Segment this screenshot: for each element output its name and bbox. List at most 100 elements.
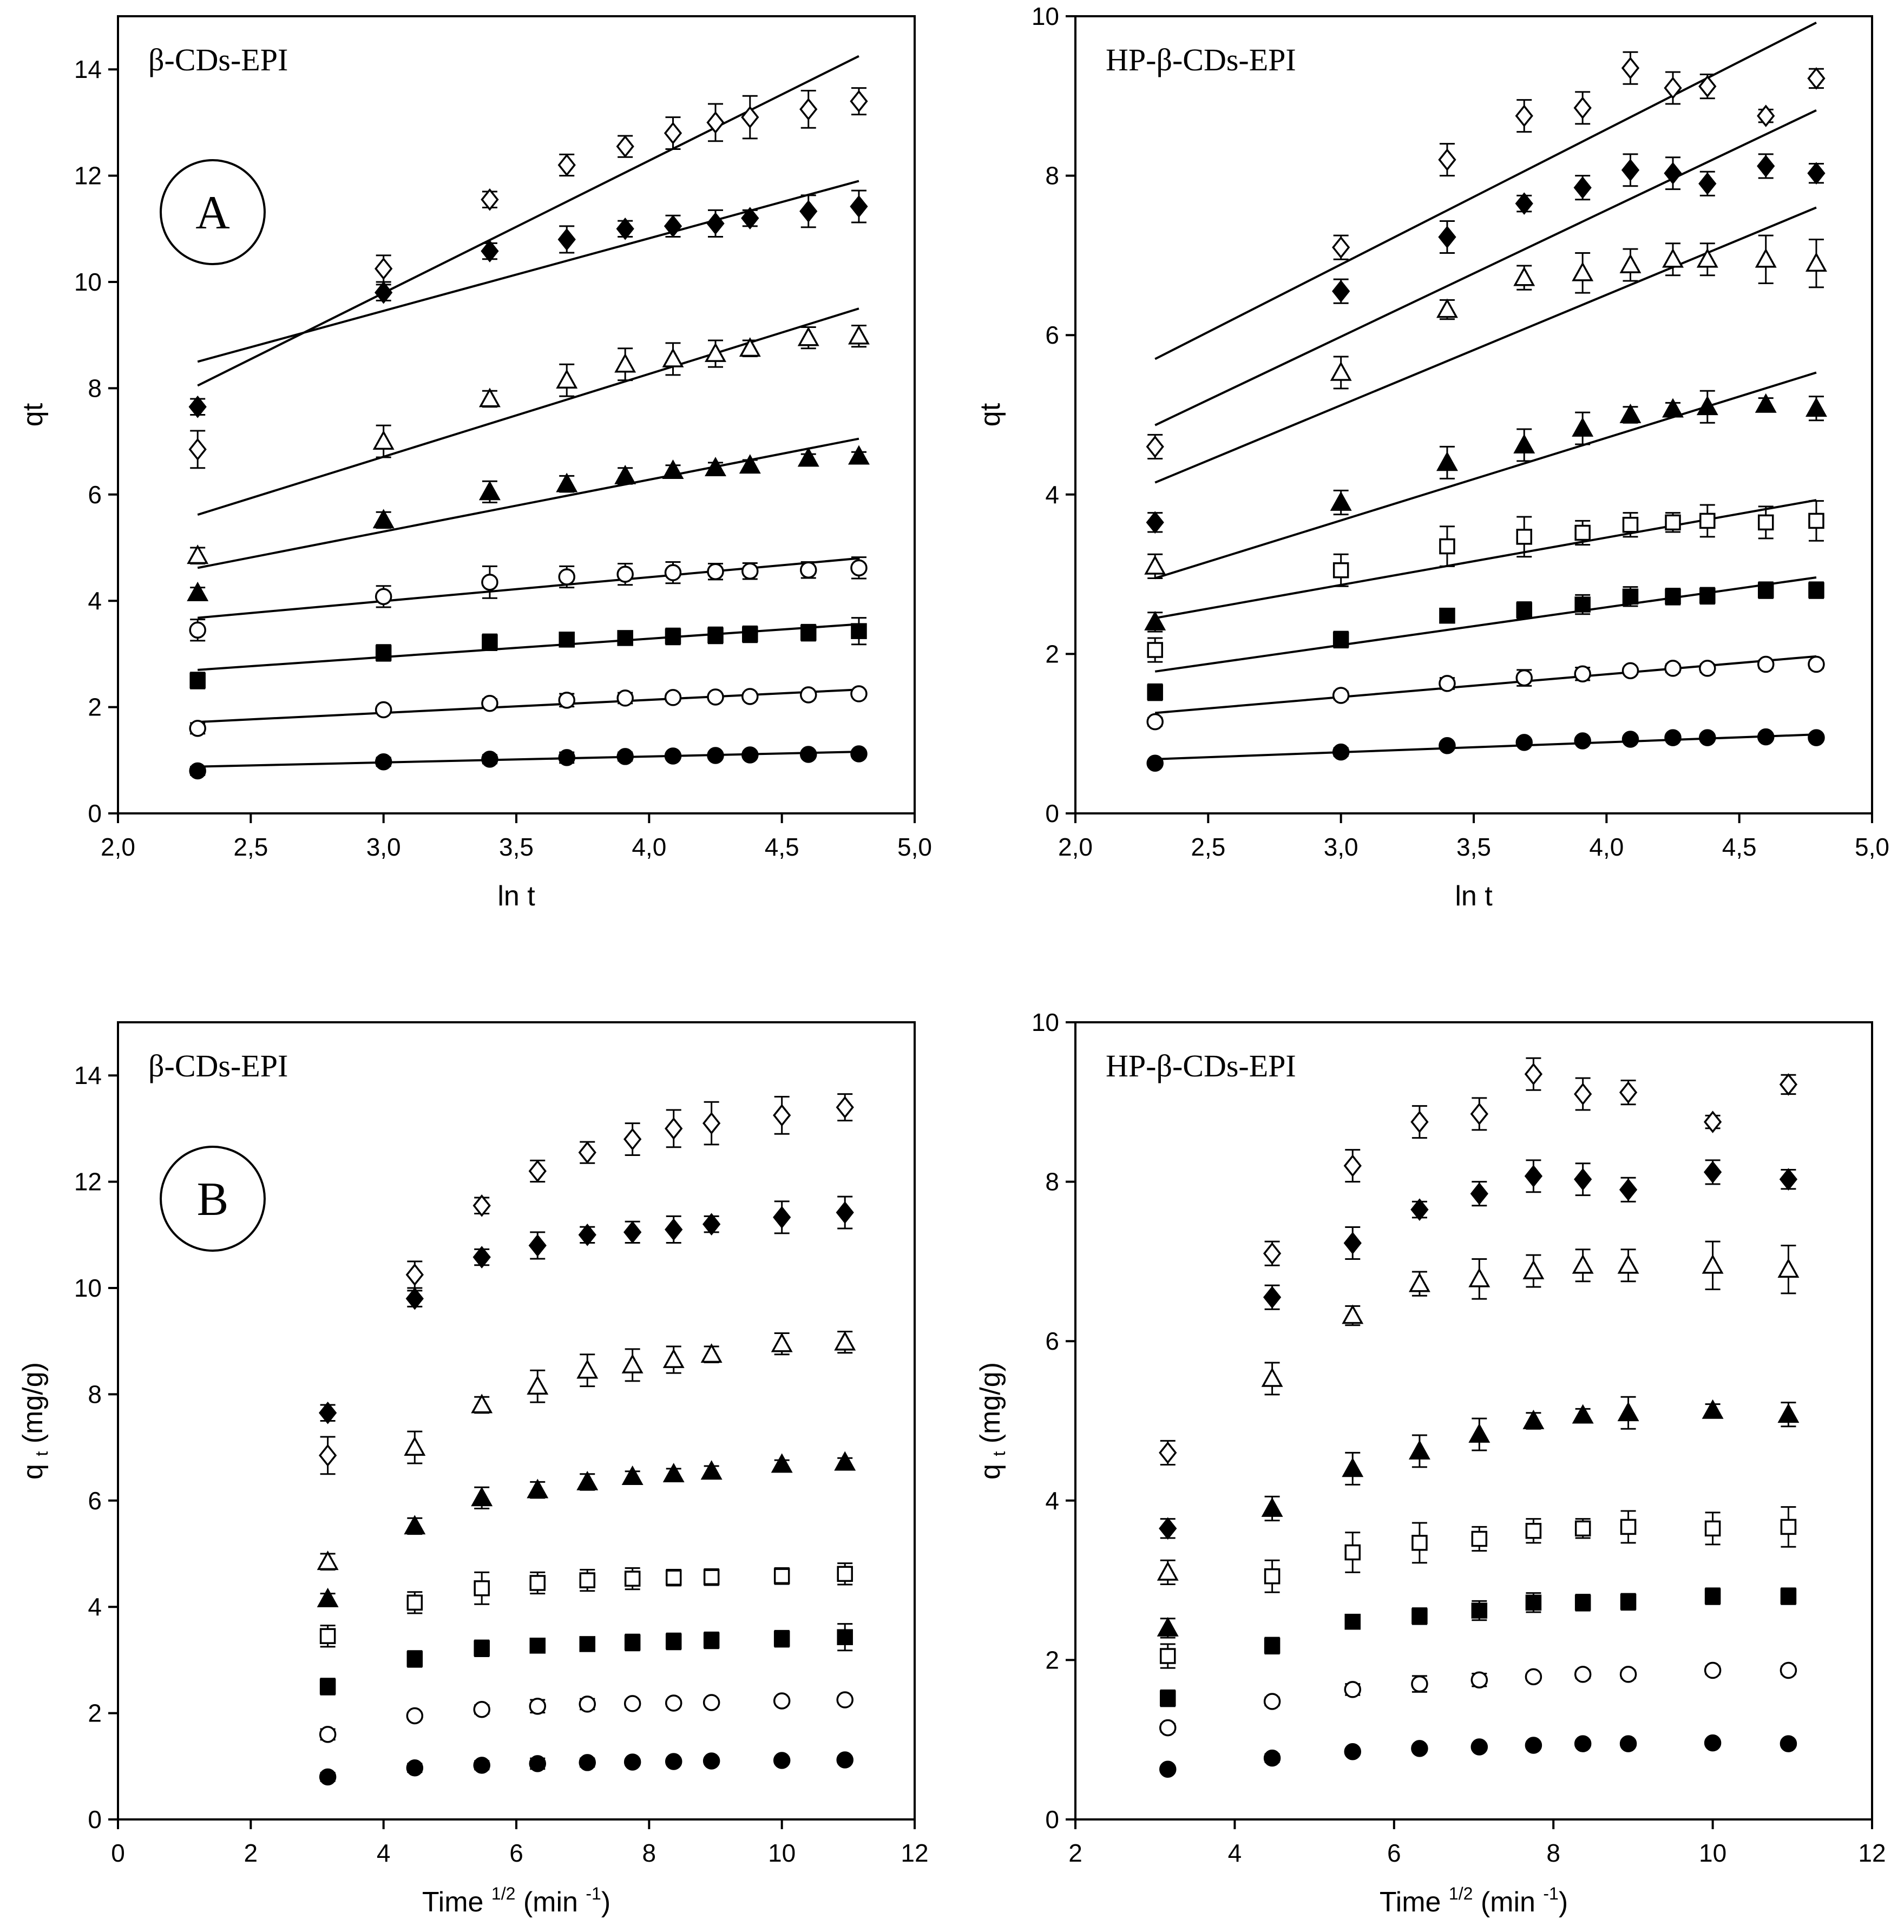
data-point <box>471 1487 493 1507</box>
data-point <box>1703 1161 1722 1184</box>
data-point <box>1436 298 1458 318</box>
y-tick-label: 12 <box>74 162 102 190</box>
data-point <box>797 447 819 467</box>
data-point <box>1807 162 1826 185</box>
data-point <box>707 747 724 764</box>
x-tick-label: 4,5 <box>1722 833 1757 861</box>
x-tick-label: 2,5 <box>233 833 268 861</box>
data-point <box>1699 512 1716 529</box>
y-tick-label: 2 <box>1045 1646 1059 1674</box>
data-point <box>1263 1242 1282 1265</box>
data-point <box>1159 1760 1177 1778</box>
x-tick-label: 2,0 <box>1058 833 1093 861</box>
data-point <box>1261 1367 1283 1387</box>
data-point <box>1704 1588 1721 1605</box>
data-point <box>665 1694 682 1712</box>
data-point <box>1160 1648 1176 1664</box>
data-point <box>473 1757 490 1774</box>
data-point <box>1621 159 1640 182</box>
plot-frame <box>1074 1021 1873 1821</box>
data-point <box>478 387 501 408</box>
data-point <box>474 1580 490 1596</box>
data-point <box>1470 1738 1488 1756</box>
data-point <box>1780 1661 1797 1679</box>
data-point <box>558 749 575 766</box>
data-point <box>616 748 634 765</box>
data-point <box>773 1568 790 1584</box>
data-point <box>1698 172 1717 195</box>
data-point <box>1330 491 1352 511</box>
series-open-square <box>1160 1506 1797 1669</box>
data-point <box>664 689 682 706</box>
data-point <box>1620 1594 1637 1610</box>
data-point <box>614 353 636 373</box>
data-point <box>1438 148 1456 171</box>
data-point <box>741 746 759 764</box>
data-point <box>317 1550 339 1570</box>
x-axis-title: ln t <box>1455 880 1493 912</box>
fit-line <box>198 623 859 671</box>
data-point <box>741 688 759 705</box>
x-tick-label: 12 <box>1858 1839 1886 1867</box>
panel-title: HP-β-CDs-EPI <box>1106 42 1296 77</box>
data-point <box>665 1218 683 1241</box>
panel-label-circle <box>160 1146 266 1252</box>
data-point <box>799 561 817 579</box>
data-point <box>834 1451 856 1471</box>
data-point <box>1160 1690 1176 1706</box>
data-point <box>1698 75 1717 98</box>
data-point <box>1703 1110 1722 1133</box>
data-point <box>624 1634 641 1651</box>
data-point <box>665 1753 682 1770</box>
data-point <box>799 98 818 121</box>
data-point <box>614 464 636 484</box>
data-point <box>1807 67 1826 90</box>
data-point <box>702 1112 721 1135</box>
panel-title: HP-β-CDs-EPI <box>1106 1048 1296 1083</box>
y-tick-label: 6 <box>88 1487 102 1515</box>
data-point <box>834 1331 856 1351</box>
data-point <box>1617 1402 1639 1422</box>
y-tick-label: 0 <box>1045 799 1059 827</box>
data-point <box>1516 602 1532 619</box>
series-filled-diamond <box>318 1195 854 1424</box>
data-point <box>405 1287 424 1310</box>
data-point <box>578 1141 596 1164</box>
x-tick-label: 8 <box>642 1839 656 1867</box>
data-point <box>1779 1073 1798 1096</box>
data-point <box>1147 642 1163 658</box>
data-point <box>579 1636 596 1652</box>
data-point <box>665 1117 683 1140</box>
x-tick-label: 6 <box>509 1839 523 1867</box>
data-point <box>1704 1661 1722 1679</box>
y-tick-label: 2 <box>88 693 102 721</box>
data-point <box>1757 582 1774 599</box>
chart-panel-A-left: 2,0 2,5 3,0 3,5 4,0 4,5 5,0 0 2 4 6 8 10 12 14 ln t qt β-… <box>17 15 932 912</box>
series-filled-triangle <box>317 1451 856 1607</box>
data-point <box>1332 687 1350 704</box>
y-tick-label: 4 <box>1045 481 1059 509</box>
data-point <box>1411 1608 1428 1625</box>
data-point <box>664 747 682 765</box>
y-tick-label: 6 <box>88 481 102 509</box>
data-point <box>406 1759 424 1777</box>
data-point <box>1524 1165 1543 1188</box>
data-point <box>1439 737 1456 754</box>
data-point <box>1574 1594 1591 1611</box>
data-point <box>375 701 392 719</box>
data-point <box>1264 1568 1281 1585</box>
data-point <box>1147 684 1163 700</box>
data-point <box>559 632 575 648</box>
data-point <box>1757 655 1775 673</box>
data-point <box>836 1201 854 1224</box>
data-point <box>188 395 207 418</box>
data-point <box>1332 562 1349 579</box>
series-filled-square <box>1147 581 1824 701</box>
data-point <box>1525 1668 1542 1686</box>
data-point <box>1470 1182 1488 1205</box>
data-point <box>773 1631 790 1647</box>
data-point <box>1522 1259 1545 1279</box>
data-point <box>1574 1168 1592 1191</box>
data-point <box>1513 433 1535 454</box>
data-point <box>481 694 498 712</box>
